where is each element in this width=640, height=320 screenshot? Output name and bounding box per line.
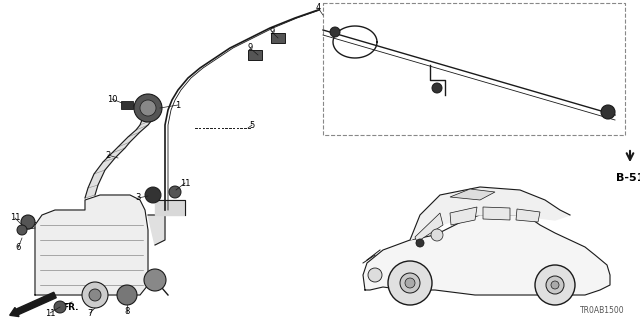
Bar	[121, 101, 133, 109]
Polygon shape	[35, 195, 148, 295]
Text: 6: 6	[15, 244, 20, 252]
Circle shape	[405, 278, 415, 288]
Bar	[248, 50, 262, 60]
Polygon shape	[155, 200, 185, 215]
Bar	[271, 33, 285, 43]
Circle shape	[82, 282, 108, 308]
FancyArrow shape	[10, 292, 56, 316]
Circle shape	[601, 105, 615, 119]
Circle shape	[416, 239, 424, 247]
Text: 7: 7	[87, 308, 93, 317]
Circle shape	[144, 269, 166, 291]
Text: 11: 11	[180, 179, 190, 188]
Circle shape	[134, 94, 162, 122]
Text: 1: 1	[175, 100, 180, 109]
Circle shape	[330, 27, 340, 37]
Circle shape	[368, 268, 382, 282]
Text: 10: 10	[107, 94, 117, 103]
Text: 5: 5	[250, 121, 255, 130]
Polygon shape	[363, 215, 610, 295]
Circle shape	[145, 187, 161, 203]
Circle shape	[89, 289, 101, 301]
Polygon shape	[450, 189, 495, 200]
Circle shape	[546, 276, 564, 294]
Polygon shape	[483, 207, 510, 220]
Polygon shape	[85, 112, 155, 198]
Polygon shape	[410, 187, 570, 240]
Circle shape	[140, 100, 156, 116]
Circle shape	[54, 301, 66, 313]
Polygon shape	[415, 213, 443, 242]
Text: FR.: FR.	[62, 303, 79, 313]
Text: 11: 11	[45, 308, 55, 317]
Text: 2: 2	[106, 150, 111, 159]
Polygon shape	[148, 215, 165, 245]
Text: B-51: B-51	[616, 173, 640, 183]
Text: TR0AB1500: TR0AB1500	[580, 306, 625, 315]
Text: 8: 8	[124, 308, 130, 316]
Circle shape	[117, 285, 137, 305]
Polygon shape	[450, 207, 477, 225]
Circle shape	[388, 261, 432, 305]
Text: 9: 9	[248, 44, 253, 52]
Circle shape	[169, 186, 181, 198]
Text: 11: 11	[10, 213, 20, 222]
Circle shape	[551, 281, 559, 289]
Circle shape	[535, 265, 575, 305]
Circle shape	[400, 273, 420, 293]
Polygon shape	[516, 209, 540, 222]
Circle shape	[21, 215, 35, 229]
Circle shape	[17, 225, 27, 235]
Text: 9: 9	[269, 28, 275, 36]
Circle shape	[431, 229, 443, 241]
Text: 4: 4	[316, 4, 321, 12]
Text: 3: 3	[135, 194, 141, 203]
Circle shape	[432, 83, 442, 93]
